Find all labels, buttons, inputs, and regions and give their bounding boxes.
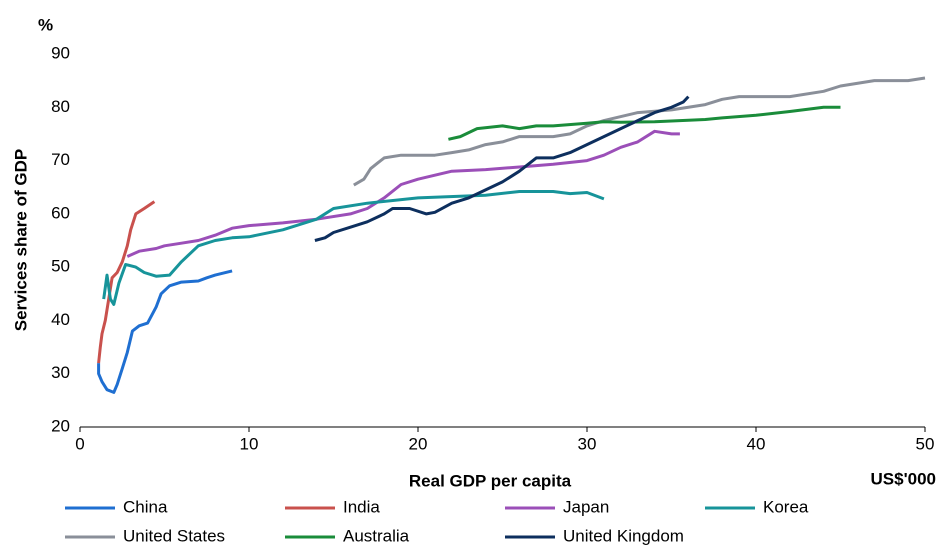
y-tick-label: 40 [51, 310, 70, 329]
y-tick-label: 70 [51, 150, 70, 169]
legend-label: Japan [563, 497, 609, 516]
y-tick-label: 20 [51, 416, 70, 435]
series-line [102, 190, 605, 306]
x-axis-title: Real GDP per capita [409, 471, 572, 490]
legend-label: United States [123, 526, 225, 545]
x-tick-label: 50 [916, 434, 935, 453]
x-tick-label: 10 [240, 434, 259, 453]
y-tick-label: 30 [51, 363, 70, 382]
legend-label: Korea [763, 497, 809, 516]
series-line [314, 95, 690, 242]
series-line [97, 200, 156, 364]
y-tick-label: 50 [51, 257, 70, 276]
y-axis-title: Services share of GDP [11, 149, 30, 331]
y-tick-label: 60 [51, 203, 70, 222]
x-tick-label: 30 [578, 434, 597, 453]
series-line [97, 269, 233, 394]
y-tick-label: 90 [51, 43, 70, 62]
series-line [353, 76, 926, 187]
series-line [126, 129, 680, 258]
x-tick-label: 20 [409, 434, 428, 453]
x-tick-label: 0 [75, 434, 84, 453]
legend-label: Australia [343, 526, 410, 545]
y-tick-label: 80 [51, 97, 70, 116]
x-unit: US$'000 [871, 469, 936, 488]
legend-label: United Kingdom [563, 526, 684, 545]
y-unit: % [38, 15, 53, 34]
legend-label: China [123, 497, 168, 516]
series-line [448, 105, 841, 141]
x-tick-label: 40 [747, 434, 766, 453]
legend-label: India [343, 497, 380, 516]
